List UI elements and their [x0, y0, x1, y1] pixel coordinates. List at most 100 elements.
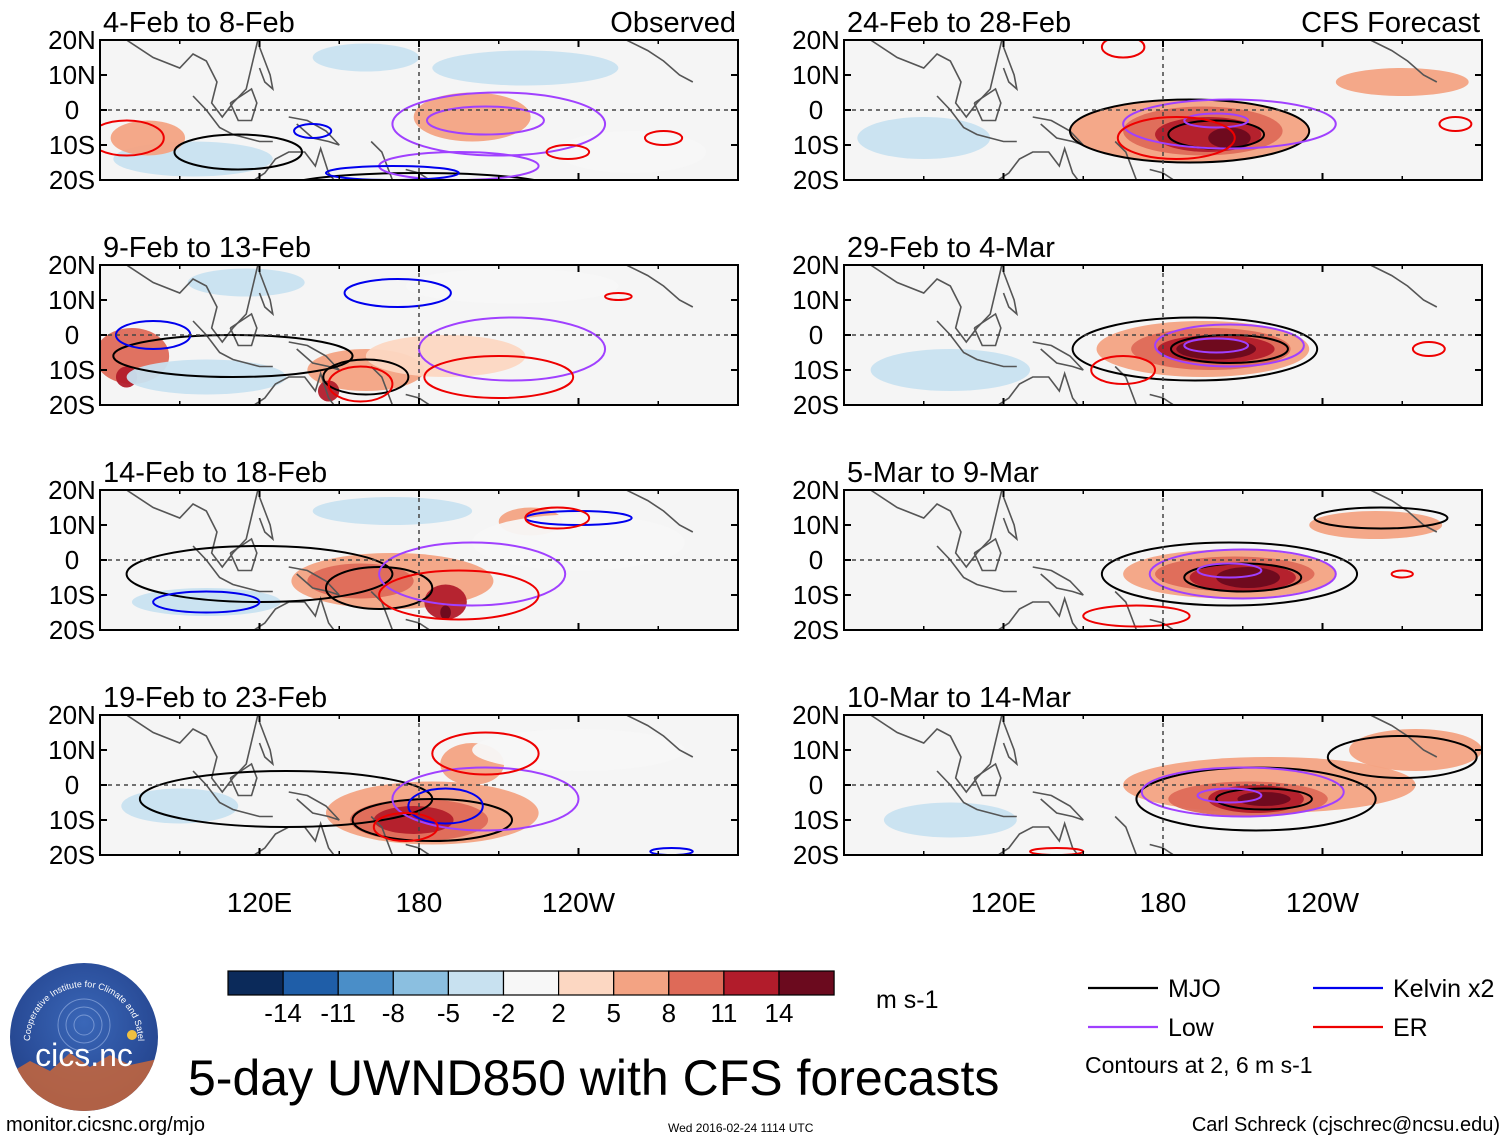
contour-low [378, 541, 567, 607]
contour-er [524, 506, 591, 530]
y-tick-label: 20N [792, 475, 840, 505]
contour-kelvin [407, 787, 484, 825]
contour-er [1116, 116, 1236, 160]
contour-er [643, 130, 684, 146]
anomaly-blob [424, 584, 467, 620]
panel-period-title: 5-Mar to 9-Mar [847, 457, 1039, 489]
legend-label: Low [1168, 1014, 1215, 1042]
y-tick-label: 0 [65, 545, 79, 575]
contour-er [1438, 116, 1473, 132]
contour-er [372, 812, 439, 842]
y-tick-label: 10N [48, 510, 96, 540]
y-tick-label: 0 [809, 545, 823, 575]
panel-period-title: 10-Mar to 14-Mar [847, 682, 1071, 714]
contour-er [1100, 40, 1146, 59]
colorbar-box [502, 970, 560, 996]
contour-low [1196, 787, 1263, 804]
x-tick-label: 120W [1286, 887, 1360, 918]
colorbar-box [447, 970, 505, 996]
colorbar-tick-label: -8 [382, 998, 405, 1028]
y-tick-label: 20N [48, 250, 96, 280]
y-tick-label: 10S [793, 580, 839, 610]
panel-7: 20N 10N 0 10S 20S 5-Mar to 9-Mar [792, 457, 1483, 645]
contour-low [1196, 562, 1263, 579]
contour-kelvin [152, 590, 261, 614]
y-tick-label: 0 [809, 770, 823, 800]
contour-mjo [1313, 506, 1449, 530]
anomaly-blob [1208, 127, 1251, 149]
anomaly-blob [317, 380, 340, 402]
y-tick-label: 10N [48, 735, 96, 765]
panel-period-title: 9-Feb to 13-Feb [103, 232, 311, 264]
footer-author: Carl Schreck (cjschrec@ncsu.edu) [1191, 1114, 1500, 1136]
y-tick-label: 20S [793, 390, 839, 420]
contour-mjo [1215, 787, 1313, 811]
y-tick-label: 20S [793, 615, 839, 645]
panel-period-title: 4-Feb to 8-Feb [103, 7, 295, 39]
colorbar-box [392, 970, 449, 996]
anomaly-blob [883, 802, 1017, 838]
y-tick-label: 10S [49, 580, 95, 610]
colorbar-tick-label: 2 [551, 998, 565, 1028]
contour-low [425, 105, 545, 136]
colorbar-tick-label: 11 [710, 998, 737, 1028]
x-tick-label: 120E [227, 887, 292, 918]
anomaly-blob [187, 268, 305, 297]
anomaly-blob [1335, 68, 1469, 96]
anomaly-blob [1237, 792, 1291, 806]
panel-period-title: 14-Feb to 18-Feb [103, 457, 327, 489]
y-tick-label: 10S [49, 130, 95, 160]
y-tick-label: 0 [65, 95, 79, 125]
contour-er [100, 119, 165, 157]
contour-mjo [351, 798, 514, 842]
y-tick-label: 20N [792, 25, 840, 55]
contour-er [327, 365, 394, 403]
anomaly-blob [405, 268, 619, 304]
y-tick-label: 20N [48, 475, 96, 505]
coastline [867, 490, 1438, 630]
y-tick-label: 20S [793, 165, 839, 195]
y-tick-label: 10S [793, 805, 839, 835]
y-tick-label: 0 [65, 320, 79, 350]
colorbar-box [668, 970, 725, 996]
contour-mjo [1326, 735, 1478, 779]
y-tick-label: 20N [792, 700, 840, 730]
contour-mjo [324, 566, 434, 610]
anomaly-blob [1176, 338, 1257, 360]
contour-low [1140, 766, 1345, 818]
anomaly-blob [472, 514, 685, 571]
y-tick-label: 10N [48, 60, 96, 90]
anomaly-blob [312, 43, 420, 72]
contour-er [431, 731, 540, 776]
contour-mjo [112, 334, 354, 378]
panel-period-title: 19-Feb to 23-Feb [103, 682, 327, 714]
anomaly-blob [121, 788, 239, 824]
y-tick-label: 10N [48, 285, 96, 315]
contour-er [604, 292, 633, 301]
anomaly-blob [857, 117, 991, 159]
anomaly-blob [557, 131, 707, 173]
anomaly-blob [312, 497, 473, 525]
coastline [123, 490, 694, 630]
colorbar-tick-label: -14 [264, 998, 302, 1028]
y-tick-label: 10N [792, 735, 840, 765]
footer-url: monitor.cicsnc.org/mjo [6, 1114, 205, 1136]
coastline [867, 40, 1438, 180]
colorbar-box [723, 970, 780, 996]
y-tick-label: 20N [48, 25, 96, 55]
colorbar-box [613, 970, 670, 996]
anomaly-blob [472, 729, 685, 771]
anomaly-blob [1216, 567, 1280, 588]
contour-low [391, 766, 580, 832]
contour-er [423, 355, 575, 399]
contour-kelvin [324, 165, 460, 180]
svg-text:Cooperative Institute for Clim: Cooperative Institute for Climate and Sa… [10, 963, 146, 1041]
panel-header-observed: Observed [610, 7, 736, 39]
contour-kelvin [649, 847, 694, 855]
y-tick-label: 20S [49, 165, 95, 195]
y-tick-label: 10S [49, 805, 95, 835]
colorbar-tick-label: 8 [662, 998, 676, 1028]
figure-title: 5-day UWND850 with CFS forecasts [188, 1050, 1000, 1106]
contour-low [1154, 323, 1305, 368]
